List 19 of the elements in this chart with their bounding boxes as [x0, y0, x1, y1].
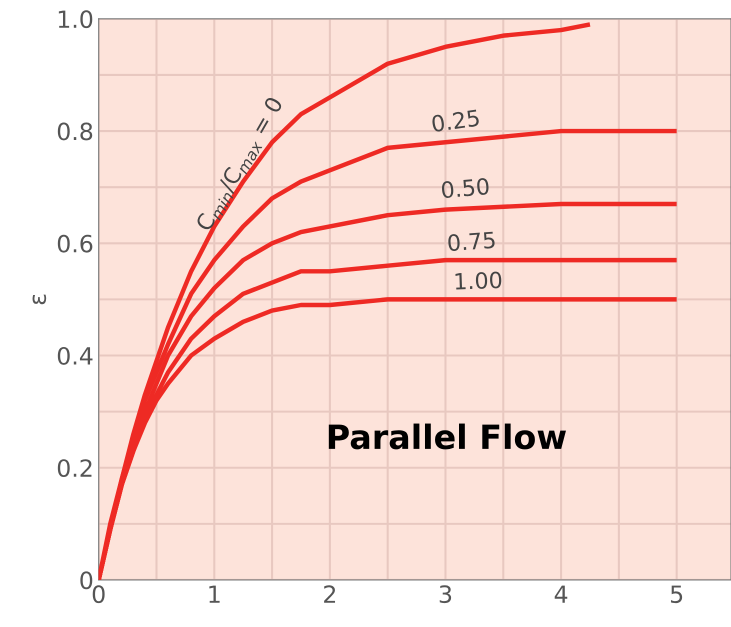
- annotation: 1.00: [455, 271, 502, 290]
- y-tick-label: 0.6: [58, 234, 92, 253]
- y-tick-label: 1.0: [58, 10, 92, 28]
- annotation: 0.25: [431, 109, 480, 132]
- annotation: C$_{min}$/C$_{max}$ = 0: [194, 96, 286, 234]
- y-tick-label: 0.4: [58, 346, 92, 365]
- y-tick-label: 0.2: [58, 459, 92, 478]
- y-tick-label: 0.8: [58, 122, 92, 140]
- x-tick-label: 4: [554, 586, 568, 603]
- y-axis-title: ε: [32, 294, 46, 304]
- y-tick-label: 0: [80, 571, 92, 590]
- annotation: 0.75: [448, 231, 495, 252]
- annotation: Parallel Flow: [328, 424, 566, 450]
- x-tick-label: 2: [324, 585, 336, 603]
- x-tick-label: 1: [209, 586, 220, 603]
- annotation: 0.50: [441, 178, 490, 198]
- x-tick-label: 0: [92, 585, 105, 604]
- x-tick-label: 3: [440, 585, 452, 604]
- x-tick-label: 5: [670, 586, 682, 604]
